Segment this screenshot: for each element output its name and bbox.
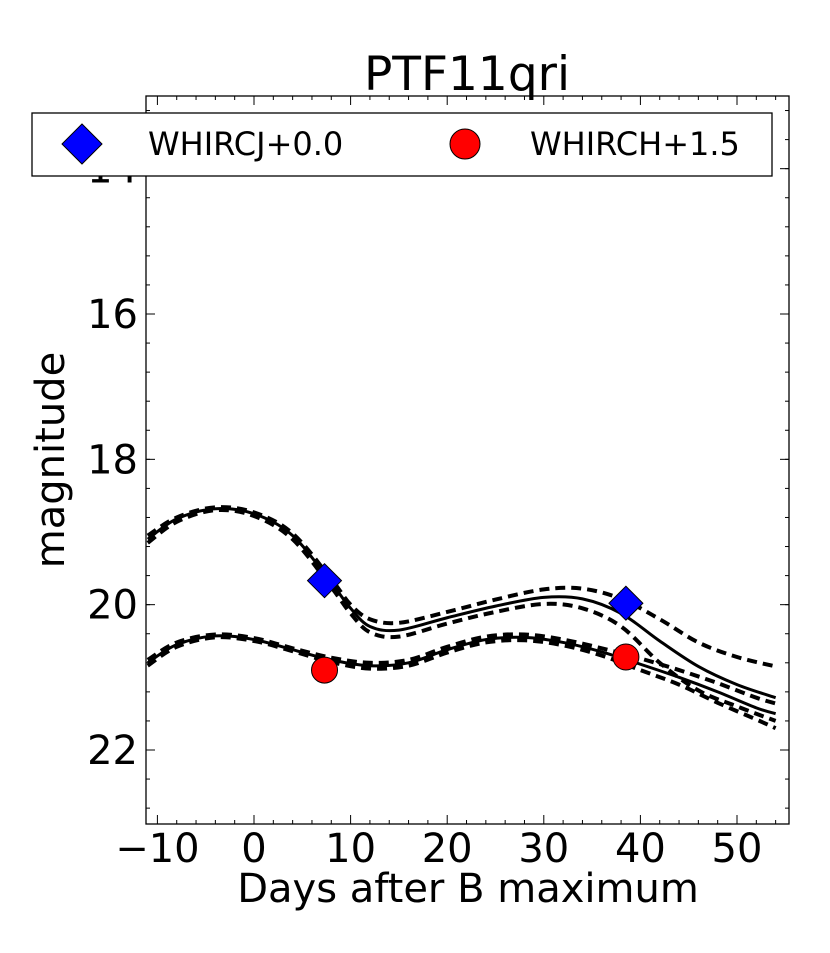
x-tick-label: 30 (518, 826, 569, 872)
data-point-diamond (306, 562, 343, 599)
legend-entry: WHIRCH+1.5 (449, 125, 740, 163)
chart-title: PTF11qri (364, 47, 570, 102)
model-line (146, 634, 777, 716)
x-tick-label: 20 (422, 826, 473, 872)
legend-marker-circle (449, 128, 481, 160)
y-tick-label: 16 (87, 292, 138, 338)
legend-label: WHIRCH+1.5 (530, 125, 740, 163)
axis-ticks (146, 96, 789, 824)
x-tick-label: 50 (712, 826, 763, 872)
y-tick-label: 18 (87, 437, 138, 483)
data-point-diamond (608, 585, 644, 621)
model-bound-line (146, 632, 777, 706)
data-point-circle (612, 643, 640, 671)
legend-entries: WHIRCJ+0.0 WHIRCH+1.5 (61, 123, 740, 165)
legend-label: WHIRCJ+0.0 (148, 125, 343, 163)
y-axis-label: magnitude (28, 352, 74, 568)
y-tick-labels: 1416182022 (87, 147, 138, 774)
y-tick-label: 20 (87, 583, 138, 629)
series-lines (146, 505, 777, 731)
model-bound-line (146, 635, 777, 731)
y-tick-label: 22 (87, 728, 138, 774)
series-points (306, 562, 644, 684)
plot-frame (145, 95, 790, 825)
legend-entry: WHIRCJ+0.0 (61, 123, 343, 165)
x-axis-label: Days after B maximum (237, 866, 699, 912)
x-tick-label: 10 (325, 826, 376, 872)
x-tick-label: −10 (115, 826, 199, 872)
legend-box (31, 112, 773, 177)
x-tick-labels: −10 0 10 20 30 40 50 (115, 826, 762, 872)
legend: WHIRCJ+0.0 WHIRCH+1.5 (31, 112, 773, 177)
x-tick-label: 40 (615, 826, 666, 872)
legend-marker-diamond (61, 123, 103, 165)
model-bound-line (146, 505, 777, 669)
model-line (146, 507, 777, 700)
x-tick-label: 0 (241, 826, 266, 872)
data-point-circle (311, 656, 339, 684)
